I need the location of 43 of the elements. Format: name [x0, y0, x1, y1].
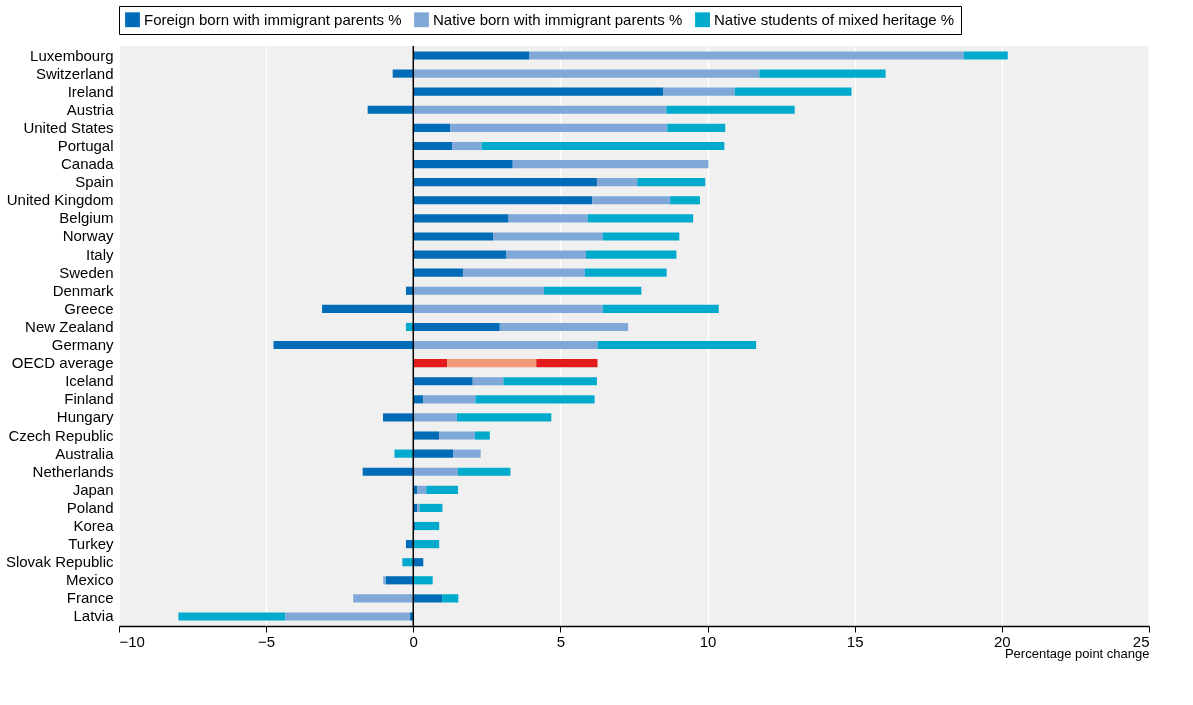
y-tick-label: Canada — [60, 155, 115, 173]
y-tick-label: United Kingdom — [6, 191, 114, 209]
y-tick-label: Sweden — [59, 263, 114, 281]
y-tick-label: Korea — [73, 517, 115, 535]
y-tick-label: Turkey — [68, 535, 114, 553]
x-tick-label: 10 — [699, 632, 717, 650]
legend-label: Foreign born with immigrant parents % — [144, 10, 402, 28]
y-tick-label: Czech Republic — [8, 426, 114, 444]
y-tick-label: Netherlands — [32, 462, 114, 480]
x-tick-label: 25 — [1132, 632, 1150, 650]
y-tick-label: Slovak Republic — [5, 553, 114, 571]
y-tick-label: France — [66, 589, 114, 607]
y-tick-label: Mexico — [65, 571, 114, 589]
x-tick-label: 0 — [409, 632, 418, 650]
y-tick-label: Switzerland — [35, 64, 114, 82]
y-tick-label: Italy — [85, 245, 114, 263]
y-tick-label: Latvia — [73, 607, 115, 625]
y-tick-label: Poland — [66, 498, 114, 516]
y-tick-label: Greece — [64, 299, 114, 317]
x-tick-label: 15 — [846, 632, 864, 650]
legend-label: Native students of mixed heritage % — [714, 10, 955, 28]
y-tick-label: Germany — [51, 336, 114, 354]
y-tick-label: New Zealand — [25, 317, 114, 335]
y-tick-label: OECD average — [11, 354, 114, 372]
legend-label: Native born with immigrant parents % — [433, 10, 683, 28]
y-tick-label: United States — [23, 118, 114, 136]
y-tick-label: Norway — [62, 227, 114, 245]
y-tick-label: Hungary — [56, 408, 114, 426]
y-tick-label: Finland — [64, 390, 114, 408]
x-tick-label: 20 — [994, 632, 1011, 650]
y-tick-label: Luxembourg — [30, 46, 114, 64]
x-tick-label: 5 — [556, 632, 566, 650]
x-tick-label: −10 — [119, 632, 145, 650]
y-tick-label: Iceland — [65, 372, 114, 390]
y-tick-label: Austria — [66, 100, 115, 118]
x-tick-label: −5 — [258, 632, 276, 650]
y-tick-label: Spain — [75, 173, 114, 191]
y-tick-label: Belgium — [59, 209, 114, 227]
y-tick-label: Denmark — [52, 281, 114, 299]
y-tick-label: Japan — [72, 480, 114, 498]
y-tick-label: Portugal — [57, 136, 114, 154]
y-tick-label: Australia — [55, 444, 115, 462]
y-tick-label: Ireland — [67, 82, 114, 100]
